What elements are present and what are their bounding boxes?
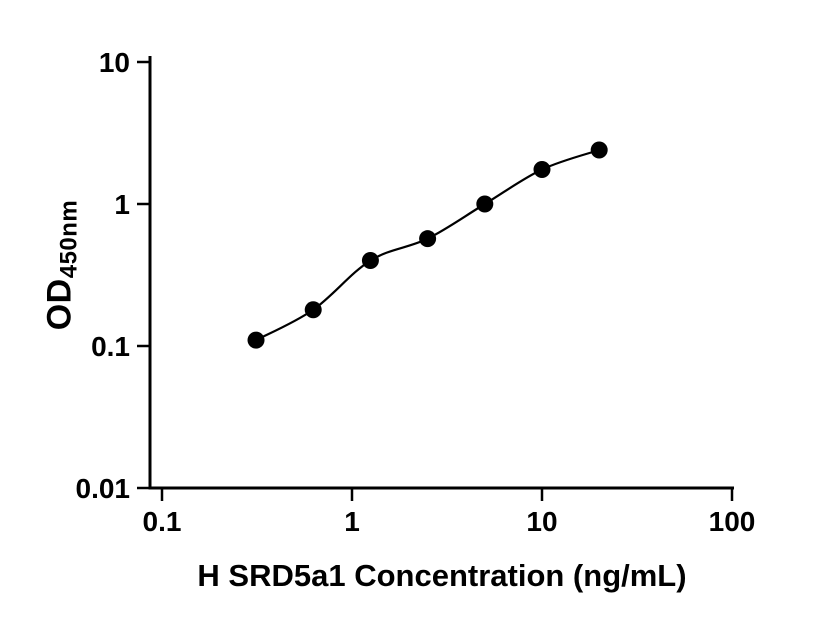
x-tick-label: 100: [709, 506, 756, 537]
y-tick-label: 1: [114, 189, 130, 220]
data-point: [419, 230, 437, 248]
x-axis-title: H SRD5a1 Concentration (ng/mL): [197, 558, 687, 593]
data-point: [361, 252, 379, 270]
y-tick-label: 10: [99, 47, 130, 78]
data-point: [304, 301, 322, 319]
x-tick-label: 1: [344, 506, 360, 537]
y-axis-title: OD450nm: [40, 199, 83, 331]
data-point: [533, 160, 551, 178]
data-point: [590, 141, 608, 159]
data-point: [476, 195, 494, 213]
y-tick-label: 0.01: [76, 473, 131, 504]
y-axis-title-main: OD: [40, 278, 79, 331]
y-tick-label: 0.1: [91, 331, 130, 362]
x-tick-label: 10: [526, 506, 557, 537]
data-point: [247, 331, 265, 349]
x-tick-label: 0.1: [143, 506, 182, 537]
y-axis-title-subscript: 450nm: [55, 199, 83, 279]
